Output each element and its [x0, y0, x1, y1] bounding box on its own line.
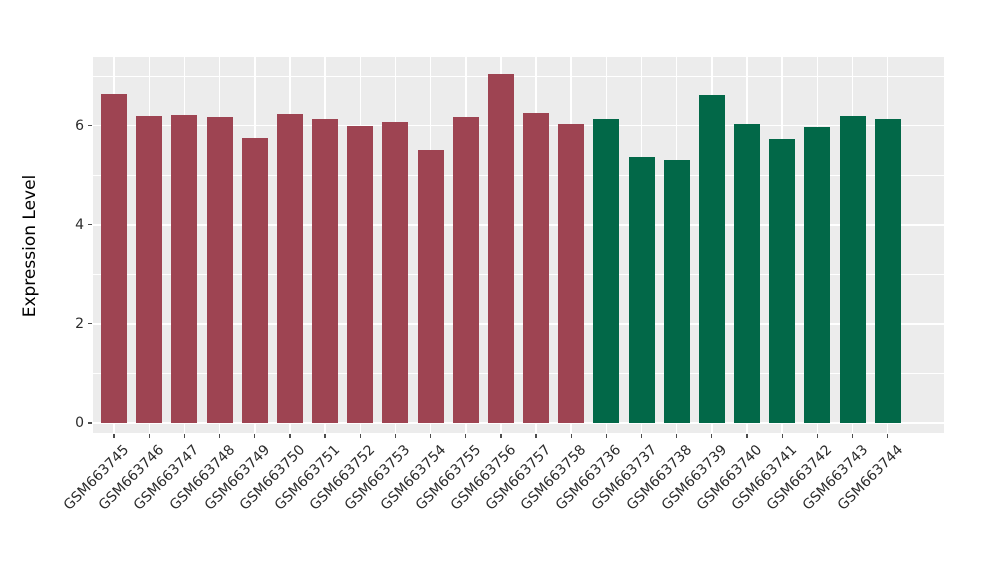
- bar-GSM663736: [593, 119, 620, 423]
- bar-GSM663755: [452, 116, 479, 423]
- x-tick-GSM663749: [254, 434, 256, 438]
- gridline-major-y6: [93, 124, 944, 127]
- bar-GSM663757: [523, 112, 550, 423]
- x-tick-GSM663746: [148, 434, 150, 438]
- y-tick-label-6: 6: [75, 117, 84, 134]
- bar-GSM663741: [769, 139, 796, 423]
- bar-GSM663747: [171, 114, 198, 423]
- x-tick-GSM663745: [113, 434, 115, 438]
- x-tick-GSM663741: [781, 434, 783, 438]
- x-tick-GSM663744: [887, 434, 889, 438]
- bar-GSM663750: [276, 114, 303, 423]
- bar-GSM663756: [487, 73, 514, 423]
- bar-GSM663753: [382, 122, 409, 423]
- x-tick-GSM663758: [570, 434, 572, 438]
- bar-GSM663748: [206, 117, 233, 423]
- x-tick-GSM663752: [359, 434, 361, 438]
- bar-GSM663737: [628, 156, 655, 423]
- gridline-minor-y7: [93, 75, 944, 77]
- bar-GSM663754: [417, 149, 444, 423]
- y-tick-label-4: 4: [75, 216, 84, 233]
- y-tick-4: [88, 224, 92, 226]
- y-tick-label-2: 2: [75, 315, 84, 332]
- gridline-minor-y1: [93, 373, 944, 374]
- x-tick-GSM663736: [605, 434, 607, 438]
- y-tick-6: [88, 125, 92, 127]
- gridline-major-y0: [93, 422, 944, 424]
- bar-GSM663758: [558, 124, 585, 423]
- x-tick-GSM663738: [676, 434, 678, 438]
- x-tick-GSM663748: [218, 434, 221, 438]
- y-tick-2: [88, 323, 92, 325]
- bar-GSM663749: [241, 138, 268, 423]
- bar-GSM663740: [734, 124, 761, 423]
- x-tick-GSM663754: [429, 434, 432, 438]
- x-tick-GSM663743: [851, 434, 854, 438]
- bar-GSM663743: [839, 115, 866, 423]
- bar-GSM663751: [312, 118, 339, 423]
- x-tick-GSM663742: [816, 434, 818, 438]
- bar-GSM663752: [347, 125, 374, 423]
- gridline-minor-y3: [93, 273, 944, 275]
- gridline-major-y4: [93, 224, 944, 226]
- x-tick-GSM663751: [324, 434, 326, 438]
- x-tick-GSM663740: [746, 434, 748, 438]
- x-tick-GSM663757: [535, 434, 537, 438]
- plot-panel: [93, 57, 944, 433]
- x-tick-GSM663739: [711, 434, 713, 438]
- y-tick-label-0: 0: [75, 415, 84, 431]
- x-tick-GSM663747: [183, 434, 186, 438]
- gridline-major-y2: [93, 323, 944, 325]
- x-tick-GSM663756: [500, 434, 502, 438]
- x-tick-GSM663753: [394, 434, 396, 438]
- bar-GSM663742: [804, 126, 831, 423]
- bar-GSM663738: [663, 160, 690, 423]
- bar-GSM663744: [874, 118, 901, 423]
- bar-GSM663739: [698, 94, 725, 423]
- bar-GSM663746: [136, 116, 163, 423]
- x-tick-GSM663737: [640, 434, 643, 438]
- bar-GSM663745: [101, 93, 128, 423]
- gridline-minor-y5: [93, 174, 944, 176]
- x-tick-GSM663755: [465, 434, 467, 438]
- y-axis-title: Expression Level: [20, 174, 40, 318]
- y-tick-0: [88, 422, 92, 424]
- x-tick-GSM663750: [289, 434, 291, 438]
